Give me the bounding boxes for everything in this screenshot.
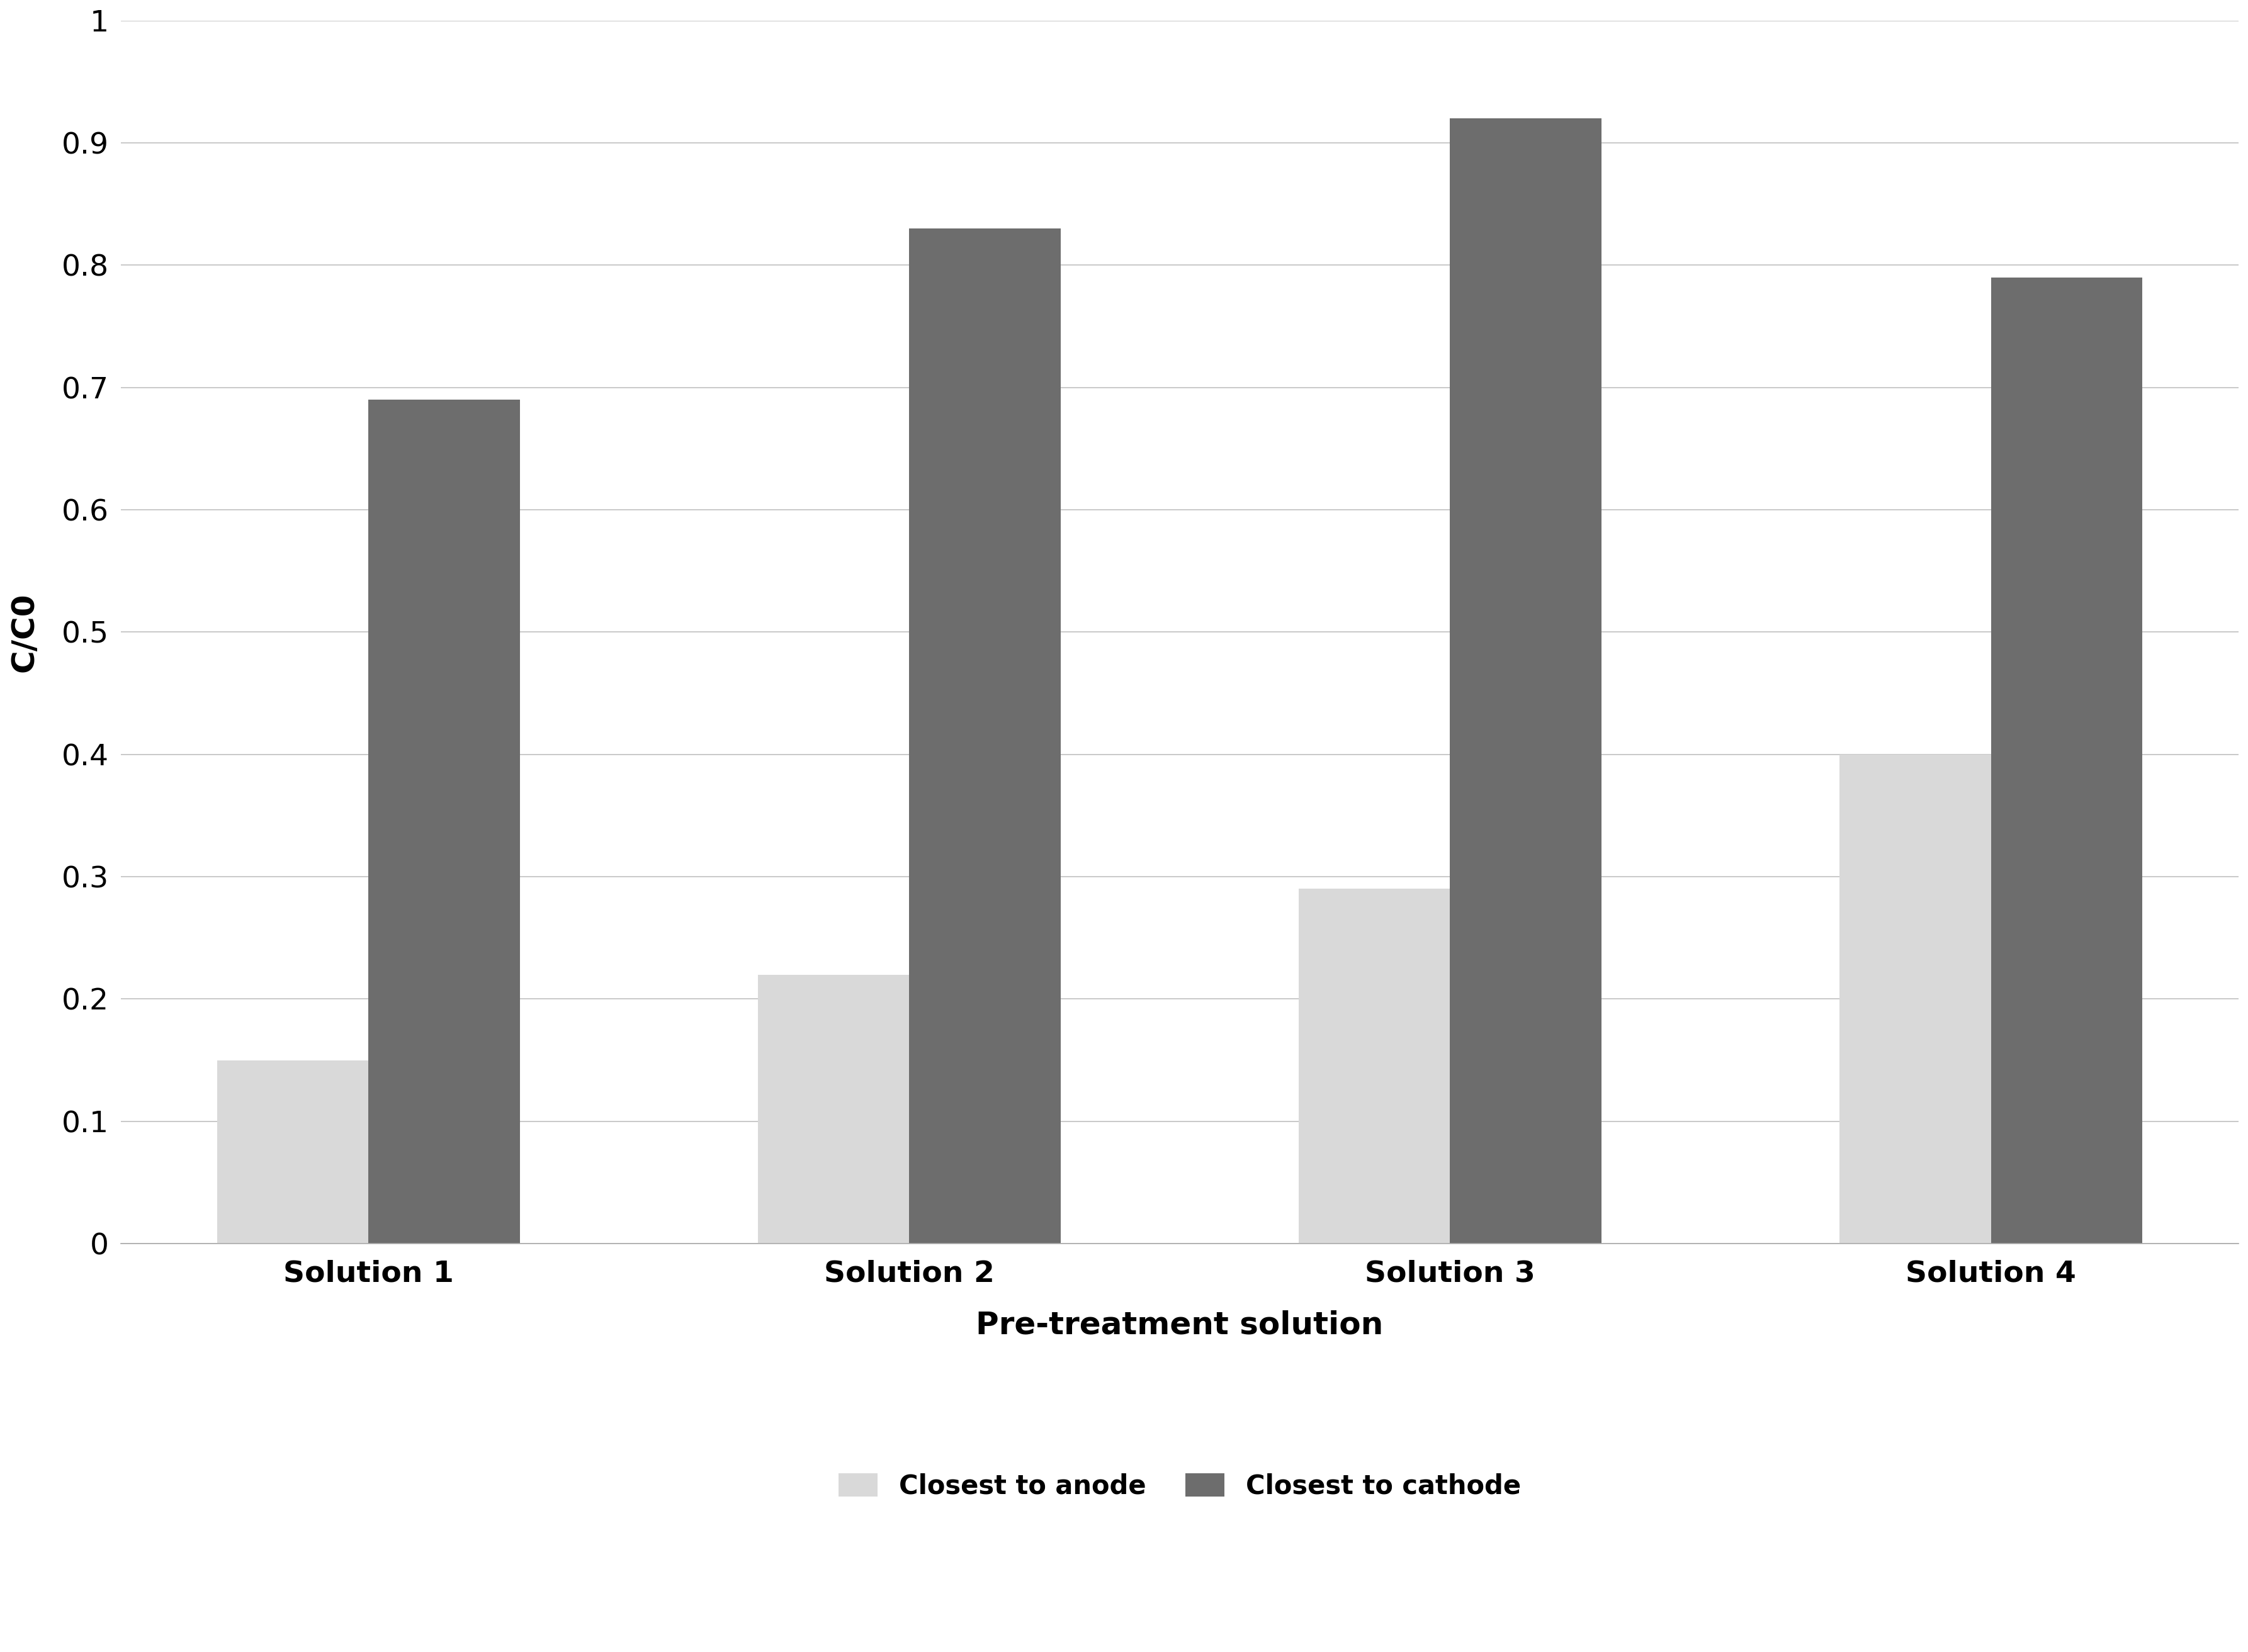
X-axis label: Pre-treatment solution: Pre-treatment solution (976, 1310, 1383, 1340)
Bar (1992, 278, 2142, 1244)
Bar (1299, 889, 1450, 1244)
Bar (908, 228, 1061, 1244)
Bar (216, 1061, 369, 1244)
Bar (1839, 755, 1992, 1244)
Legend: Closest to anode, Closest to cathode: Closest to anode, Closest to cathode (839, 1474, 1520, 1500)
Bar (1450, 119, 1601, 1244)
Bar (369, 400, 519, 1244)
Y-axis label: C/C0: C/C0 (9, 593, 40, 672)
Bar (758, 975, 908, 1244)
